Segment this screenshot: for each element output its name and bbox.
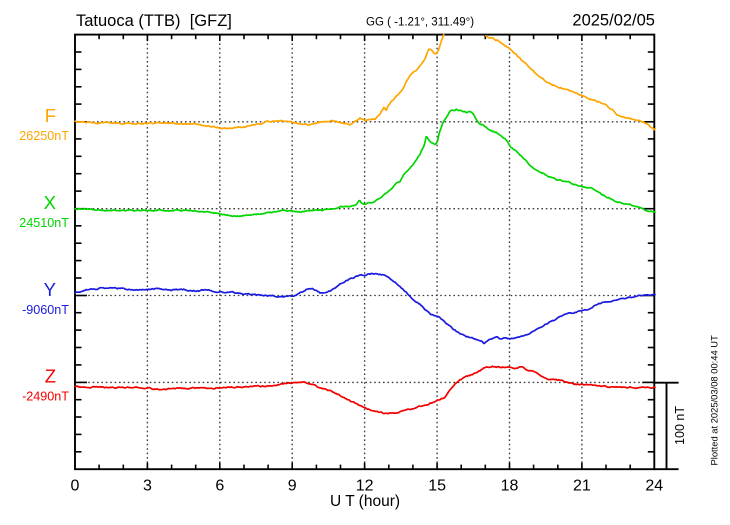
- svg-text:Tatuoca (TTB) [GFZ]: Tatuoca (TTB) [GFZ]: [76, 12, 232, 30]
- svg-text:9: 9: [288, 478, 297, 495]
- svg-text:-2490nT: -2490nT: [22, 390, 69, 404]
- svg-text:15: 15: [428, 478, 446, 495]
- svg-text:24: 24: [645, 478, 663, 495]
- svg-text:6: 6: [215, 478, 224, 495]
- svg-text:24510nT: 24510nT: [19, 216, 69, 230]
- svg-text:26250nT: 26250nT: [19, 129, 69, 143]
- svg-text:Plotted at 2025/03/08 00:44 UT: Plotted at 2025/03/08 00:44 UT: [709, 335, 720, 466]
- svg-text:18: 18: [501, 478, 519, 495]
- svg-text:0: 0: [71, 478, 80, 495]
- svg-text:X: X: [44, 192, 56, 213]
- svg-text:3: 3: [143, 478, 152, 495]
- svg-text:-9060nT: -9060nT: [22, 303, 69, 317]
- svg-text:Y: Y: [44, 279, 56, 300]
- svg-text:U T (hour): U T (hour): [330, 493, 400, 510]
- svg-text:12: 12: [356, 478, 374, 495]
- svg-text:Z: Z: [45, 366, 56, 387]
- svg-text:F: F: [45, 105, 56, 126]
- svg-text:21: 21: [573, 478, 591, 495]
- svg-text:GG ( -1.21°, 311.49°): GG ( -1.21°, 311.49°): [366, 17, 474, 29]
- svg-text:100 nT: 100 nT: [673, 406, 687, 445]
- svg-text:2025/02/05: 2025/02/05: [572, 12, 655, 30]
